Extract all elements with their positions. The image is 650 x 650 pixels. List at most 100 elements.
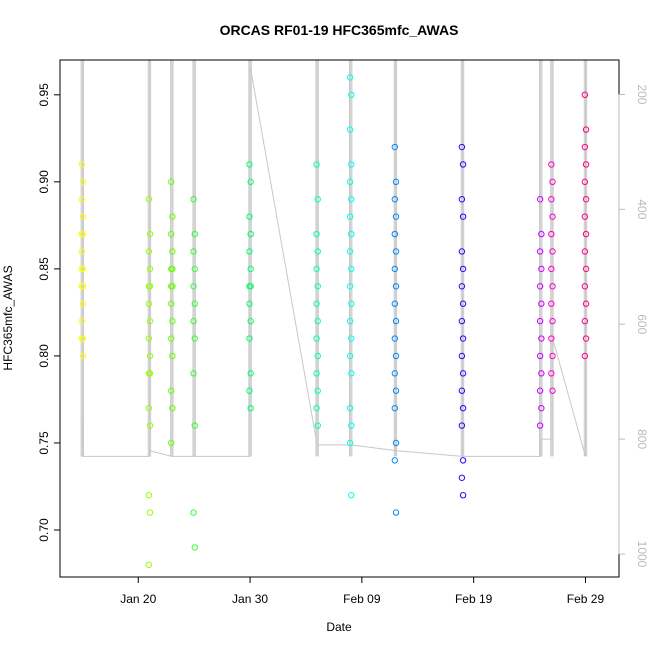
data-point bbox=[582, 300, 590, 307]
data-point bbox=[392, 509, 400, 516]
data-point bbox=[78, 196, 85, 203]
data-point bbox=[549, 178, 556, 186]
data-point bbox=[78, 265, 85, 273]
data-point bbox=[346, 352, 354, 360]
data-point bbox=[247, 178, 254, 186]
data-point bbox=[548, 335, 555, 342]
data-point bbox=[458, 283, 466, 290]
x-axis: Jan 20 Jan 30 Feb 09 Feb 19 Feb 29 bbox=[120, 577, 604, 606]
data-point bbox=[536, 248, 544, 255]
right-axis: 200 400 600 800 1000 bbox=[618, 84, 649, 568]
data-point bbox=[191, 300, 198, 307]
data-point bbox=[169, 317, 176, 325]
data-point bbox=[313, 161, 320, 168]
data-point bbox=[458, 317, 466, 325]
data-point bbox=[348, 265, 355, 273]
x-tick-label: Feb 19 bbox=[455, 592, 493, 606]
data-point bbox=[391, 143, 398, 151]
data-point bbox=[246, 161, 253, 168]
data-point bbox=[313, 230, 320, 238]
y-tick-label: 0.85 bbox=[37, 257, 51, 281]
data-point bbox=[538, 230, 545, 238]
data-point bbox=[582, 335, 590, 342]
data-point bbox=[392, 248, 400, 255]
data-point bbox=[314, 317, 321, 325]
data-point bbox=[247, 283, 254, 290]
data-point bbox=[391, 230, 398, 238]
data-point bbox=[313, 300, 320, 307]
data-point bbox=[392, 178, 400, 186]
data-point bbox=[169, 352, 176, 360]
data-point bbox=[548, 300, 555, 307]
data-point bbox=[581, 91, 589, 99]
y-tick-label: 0.90 bbox=[37, 170, 51, 194]
data-point bbox=[459, 370, 467, 377]
data-point bbox=[538, 300, 545, 307]
y-tick-label: 0.95 bbox=[37, 83, 51, 107]
data-point bbox=[168, 178, 175, 186]
data-point bbox=[247, 230, 254, 238]
data-point bbox=[78, 283, 85, 290]
data-point bbox=[458, 143, 466, 151]
data-point bbox=[313, 404, 320, 412]
data-point bbox=[78, 317, 85, 325]
data-point bbox=[548, 265, 555, 273]
data-point bbox=[78, 161, 85, 168]
data-point bbox=[392, 317, 400, 325]
data-point bbox=[168, 335, 175, 342]
data-point bbox=[190, 248, 197, 255]
data-point bbox=[247, 317, 254, 325]
data-point bbox=[536, 317, 544, 325]
data-point bbox=[391, 265, 398, 273]
data-point bbox=[391, 300, 398, 307]
data-point bbox=[459, 300, 467, 307]
data-point bbox=[146, 283, 154, 290]
data-point bbox=[459, 265, 467, 273]
data-point bbox=[314, 352, 321, 360]
data-point bbox=[459, 491, 467, 499]
data-point bbox=[392, 283, 400, 290]
data-point bbox=[549, 317, 556, 325]
data-point bbox=[458, 422, 466, 429]
data-point bbox=[346, 404, 354, 412]
data-point bbox=[548, 161, 555, 168]
data-point bbox=[538, 335, 545, 342]
data-point bbox=[146, 265, 154, 273]
data-point bbox=[581, 143, 589, 151]
data-point bbox=[348, 370, 355, 377]
y-axis-label: HFC365mfc_AWAS bbox=[1, 265, 15, 370]
data-point bbox=[79, 178, 87, 186]
data-point bbox=[346, 317, 354, 325]
data-point bbox=[314, 196, 321, 203]
right-tick-label: 800 bbox=[635, 429, 649, 449]
data-point bbox=[536, 422, 544, 429]
data-points bbox=[78, 74, 590, 569]
data-point bbox=[548, 196, 555, 203]
data-point bbox=[346, 439, 354, 447]
data-point bbox=[581, 283, 589, 290]
data-point bbox=[313, 370, 320, 377]
data-point bbox=[459, 213, 467, 220]
data-point bbox=[246, 248, 253, 255]
data-point bbox=[79, 230, 87, 238]
data-point bbox=[78, 248, 85, 255]
data-point bbox=[247, 404, 254, 412]
data-point bbox=[458, 196, 466, 203]
x-tick-label: Feb 29 bbox=[567, 592, 605, 606]
data-point bbox=[314, 387, 321, 394]
data-point bbox=[549, 213, 556, 220]
data-point bbox=[246, 335, 253, 342]
data-point bbox=[391, 457, 398, 464]
data-point bbox=[146, 317, 154, 325]
data-point bbox=[190, 317, 197, 325]
data-point bbox=[346, 74, 354, 81]
data-point bbox=[536, 283, 544, 290]
data-point bbox=[79, 213, 87, 220]
data-point bbox=[458, 352, 466, 360]
x-tick-label: Feb 09 bbox=[343, 592, 381, 606]
data-point bbox=[581, 178, 589, 186]
data-point bbox=[313, 335, 320, 342]
data-point bbox=[458, 387, 466, 394]
data-point bbox=[538, 265, 545, 273]
data-point bbox=[191, 265, 198, 273]
